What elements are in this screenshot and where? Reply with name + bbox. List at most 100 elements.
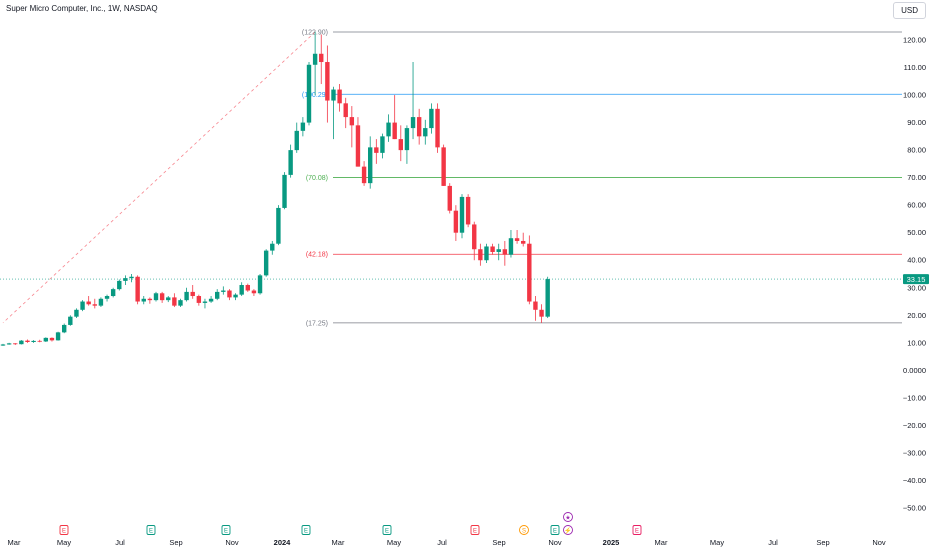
candle-body [270,243,275,251]
event-marker[interactable]: E [632,525,642,535]
candle-body [386,122,391,137]
x-tick-label: 2025 [603,538,620,547]
event-marker[interactable]: E [221,525,231,535]
candle-body [472,224,477,250]
last-price-value: 33.15 [907,275,926,284]
candle-body [208,298,214,302]
event-icon [519,525,529,535]
x-tick-label: Jul [768,538,778,547]
currency-selector[interactable]: USD [893,2,926,19]
level-lines: (122.90)(100.29)(70.08)(42.18)(17.25) [0,30,902,327]
candle-body [521,240,526,244]
candle-body [129,276,134,279]
event-marker[interactable]: E [301,525,311,535]
candle-body [141,298,146,302]
candle-body [416,117,422,137]
candle-body [92,304,97,306]
candle-body [190,291,195,297]
y-tick-label: 110.00 [904,63,926,72]
earnings-icon [382,525,392,535]
event-marker[interactable]: E [550,525,560,535]
candle-body [86,301,91,305]
event-glyph: ⚡ [564,527,571,535]
event-glyph: ★ [565,515,570,522]
candle-body [43,337,49,342]
candle-body [368,147,373,184]
y-tick-label: −40.00 [903,476,926,485]
y-tick-label: 10.00 [907,338,926,347]
candle-body [465,196,471,225]
event-marker[interactable]: E [470,525,480,535]
candle-body [233,294,238,298]
candle-body [13,343,18,345]
time-axis[interactable]: Mar May Jul Sep Nov 2024 Mar May Jul Sep Nov 2025 Ma… [8,538,886,547]
candle-body [441,147,446,186]
candle-body [545,279,550,317]
candle-body [263,250,269,276]
earnings-icon [59,525,69,535]
candle-body [294,130,299,151]
candle-body [355,125,361,167]
candle-body [496,249,501,252]
candle-body [74,309,79,317]
x-tick-label: Mar [655,538,668,547]
candle-body [184,291,189,301]
candle-body [159,293,165,301]
candle-body [319,53,324,63]
earnings-icon [301,525,311,535]
candle-body [25,340,30,342]
candle-body [380,136,385,153]
candle-body [62,324,67,333]
trend-line-segment [2,31,316,324]
candle-body [68,316,73,325]
y-tick-label: 80.00 [907,146,926,155]
event-marker[interactable]: E [59,525,69,535]
candle-body [349,117,355,126]
y-tick-label: 90.00 [907,118,926,127]
candle-body [215,291,220,299]
candle-body [312,53,318,65]
event-icon [563,525,573,535]
event-glyph: E [473,529,477,535]
event-marker[interactable]: ★ [563,512,573,522]
candle-body [361,166,367,184]
event-marker[interactable]: S [519,525,529,535]
candle-body [110,289,116,297]
candle-body [117,280,122,290]
candle-body [98,298,104,306]
candle-body [196,296,202,303]
candle-body [282,174,287,208]
event-marker[interactable]: E [146,525,156,535]
x-tick-label: Nov [872,538,886,547]
candle-body [55,332,61,341]
candle-body [153,293,159,301]
candle-body [104,296,110,299]
x-tick-label: Nov [225,538,239,547]
candles [0,31,550,346]
event-glyph: E [635,529,639,535]
event-marker[interactable]: E [382,525,392,535]
earnings-icon [470,525,480,535]
event-glyph: E [553,529,557,535]
trend-line [2,31,316,324]
candle-body [459,196,465,233]
level-label: (17.25) [306,320,328,327]
candle-body [508,238,514,255]
x-tick-label: Mar [8,538,21,547]
x-tick-label: Sep [816,538,829,547]
candle-body [502,249,508,255]
candle-body [484,246,489,261]
event-marker[interactable]: ⚡ [563,525,573,535]
y-tick-label: 40.00 [907,256,926,265]
candle-body [478,249,483,261]
candle-body [527,243,532,302]
candle-body [221,290,226,292]
event-markers: E E E E E E S E ⚡ ★ E [59,512,642,535]
candle-body [37,340,42,342]
candle-body [392,122,397,140]
candle-body [288,150,293,175]
level-label: (42.18) [306,252,328,259]
price-axis[interactable]: 120.00 110.00 100.00 90.00 80.00 70.00 60.00 50… [903,36,929,513]
candle-body [166,297,171,301]
